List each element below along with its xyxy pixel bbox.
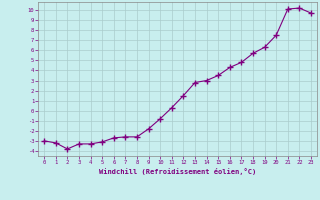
X-axis label: Windchill (Refroidissement éolien,°C): Windchill (Refroidissement éolien,°C) (99, 168, 256, 175)
